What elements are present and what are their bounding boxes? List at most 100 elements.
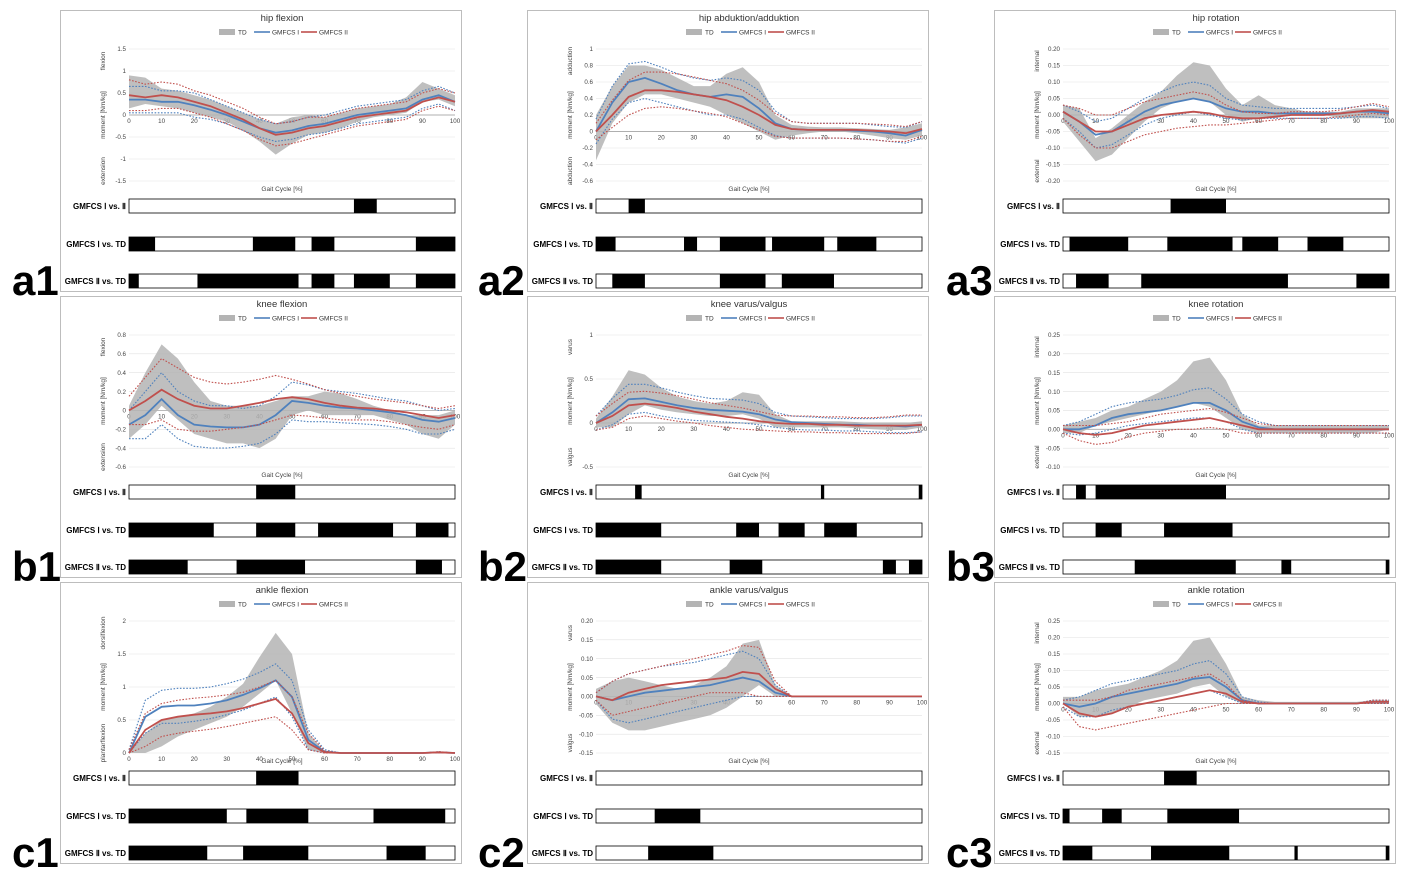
x-axis-label: Gait Cycle [%] bbox=[1195, 472, 1236, 479]
legend-label-td: TD bbox=[1172, 602, 1181, 609]
series-gmfcs2-lower bbox=[1062, 426, 1389, 445]
y-tick-label: 0 bbox=[590, 129, 594, 136]
y-axis-top-label: varus bbox=[567, 338, 574, 355]
y-tick-label: -0.05 bbox=[1046, 129, 1061, 136]
significance-segment bbox=[353, 199, 377, 213]
y-tick-label: -0.10 bbox=[1046, 734, 1061, 741]
chart-title: ankle rotation bbox=[1187, 585, 1244, 596]
significance-segment bbox=[311, 237, 335, 251]
y-tick-label: -1 bbox=[120, 156, 126, 163]
series-td-band bbox=[596, 639, 922, 731]
comparison-bar bbox=[128, 198, 456, 214]
significance-segment bbox=[736, 523, 759, 537]
x-tick-label: 60 bbox=[788, 699, 795, 706]
x-tick-label: 80 bbox=[853, 699, 860, 706]
panel-letter-b3: b3 bbox=[946, 543, 996, 590]
y-tick-label: 2 bbox=[123, 618, 127, 625]
y-tick-label: 0 bbox=[123, 112, 127, 119]
y-tick-label: -1.5 bbox=[115, 178, 126, 185]
comparison-bar bbox=[595, 808, 923, 824]
x-axis-label: Gait Cycle [%] bbox=[261, 472, 302, 479]
x-tick-label: 80 bbox=[853, 135, 860, 142]
x-tick-label: 40 bbox=[256, 756, 263, 763]
x-tick-label: 50 bbox=[289, 756, 296, 763]
x-tick-label: 70 bbox=[821, 699, 828, 706]
y-tick-label: -0.2 bbox=[582, 145, 593, 152]
legend: TD GMFCS I GMFCS II bbox=[219, 315, 348, 323]
series-td-band bbox=[1063, 637, 1389, 717]
significance-segment bbox=[908, 560, 922, 574]
comparison-bar bbox=[595, 845, 923, 861]
x-tick-label: 100 bbox=[1384, 707, 1395, 714]
series-gmfcs2-mean bbox=[595, 402, 923, 427]
significance-segment bbox=[1069, 237, 1129, 251]
significance-segment bbox=[778, 523, 805, 537]
chart-title: ankle varus/valgus bbox=[710, 585, 789, 596]
legend-label-gmfcs1: GMFCS I bbox=[1206, 30, 1233, 37]
x-tick-label: 10 bbox=[625, 426, 632, 433]
y-tick-label: 0.00 bbox=[1048, 701, 1061, 708]
significance-segment bbox=[129, 560, 188, 574]
significance-segment bbox=[353, 274, 390, 288]
x-tick-label: 90 bbox=[419, 118, 426, 125]
legend-label-td: TD bbox=[238, 602, 247, 609]
y-tick-label: 0.5 bbox=[117, 90, 126, 97]
legend-label-gmfcs1: GMFCS I bbox=[272, 30, 299, 37]
y-tick-label: 0.20 bbox=[1048, 635, 1061, 642]
x-tick-label: 30 bbox=[690, 426, 697, 433]
legend-label-gmfcs1: GMFCS I bbox=[272, 316, 299, 323]
x-tick-label: 50 bbox=[1223, 707, 1230, 714]
x-tick-label: 40 bbox=[723, 426, 730, 433]
y-tick-label: -0.10 bbox=[1046, 464, 1061, 471]
chart-panel-a2: hip abduktion/adduktion TD GMFCS I GMFCS II… bbox=[527, 10, 929, 292]
significance-segment bbox=[628, 199, 645, 213]
comparison-label: GMFCS Ⅰ vs. Ⅱ bbox=[73, 488, 126, 497]
y-axis-label: moment [Nm/kg] bbox=[1034, 377, 1041, 425]
legend-swatch-td bbox=[1153, 29, 1169, 35]
legend-label-gmfcs1: GMFCS I bbox=[739, 316, 766, 323]
legend-label-td: TD bbox=[1172, 30, 1181, 37]
panel-letter-b2: b2 bbox=[478, 543, 528, 590]
comparison-label: GMFCS Ⅱ vs. TD bbox=[999, 277, 1061, 286]
y-tick-label: 0.5 bbox=[117, 717, 126, 724]
series-td-band bbox=[129, 632, 455, 753]
x-tick-label: 20 bbox=[191, 756, 198, 763]
legend-label-gmfcs2: GMFCS II bbox=[1253, 602, 1282, 609]
series-gmfcs2-lower bbox=[1062, 702, 1389, 731]
legend-swatch-td bbox=[219, 29, 235, 35]
significance-segment bbox=[1095, 523, 1122, 537]
series-gmfcs2-mean bbox=[595, 670, 922, 702]
x-axis-label: Gait Cycle [%] bbox=[261, 186, 302, 193]
significance-segment bbox=[1164, 523, 1233, 537]
significance-segment bbox=[596, 237, 616, 251]
x-tick-label: 80 bbox=[386, 118, 393, 125]
significance-segment bbox=[1242, 237, 1279, 251]
y-axis-top-label: internal bbox=[1034, 336, 1041, 358]
series-gmfcs1-upper bbox=[128, 371, 456, 411]
significance-segment bbox=[1294, 846, 1298, 860]
y-tick-label: 0.10 bbox=[581, 656, 594, 663]
y-tick-label: 0.05 bbox=[1048, 684, 1061, 691]
significance-segment bbox=[654, 809, 701, 823]
comparison-label: GMFCS Ⅰ vs. Ⅱ bbox=[540, 774, 593, 783]
x-axis-label: Gait Cycle [%] bbox=[1195, 758, 1236, 765]
series-td-band bbox=[129, 344, 455, 449]
y-axis-label: moment [Nm/kg] bbox=[567, 91, 574, 139]
x-tick-label: 20 bbox=[1125, 707, 1132, 714]
chart-title: hip flexion bbox=[261, 13, 304, 24]
legend: TD GMFCS I GMFCS II bbox=[1153, 29, 1282, 37]
series-gmfcs1-upper bbox=[128, 663, 456, 754]
legend: TD GMFCS I GMFCS II bbox=[1153, 601, 1282, 609]
y-tick-label: -0.6 bbox=[582, 178, 593, 185]
legend-swatch-td bbox=[219, 601, 235, 607]
y-tick-label: 0.05 bbox=[1048, 408, 1061, 415]
comparison-label: GMFCS Ⅰ vs. TD bbox=[66, 240, 126, 249]
comparison-label: GMFCS Ⅰ vs. Ⅱ bbox=[1007, 774, 1060, 783]
x-tick-label: 80 bbox=[1320, 432, 1327, 439]
y-tick-label: 0 bbox=[590, 420, 594, 427]
legend-swatch-td bbox=[219, 315, 235, 321]
x-tick-label: 20 bbox=[658, 135, 665, 142]
x-tick-label: 90 bbox=[1353, 432, 1360, 439]
y-tick-label: 0.15 bbox=[1048, 370, 1061, 377]
series-gmfcs2-lower bbox=[129, 105, 456, 147]
